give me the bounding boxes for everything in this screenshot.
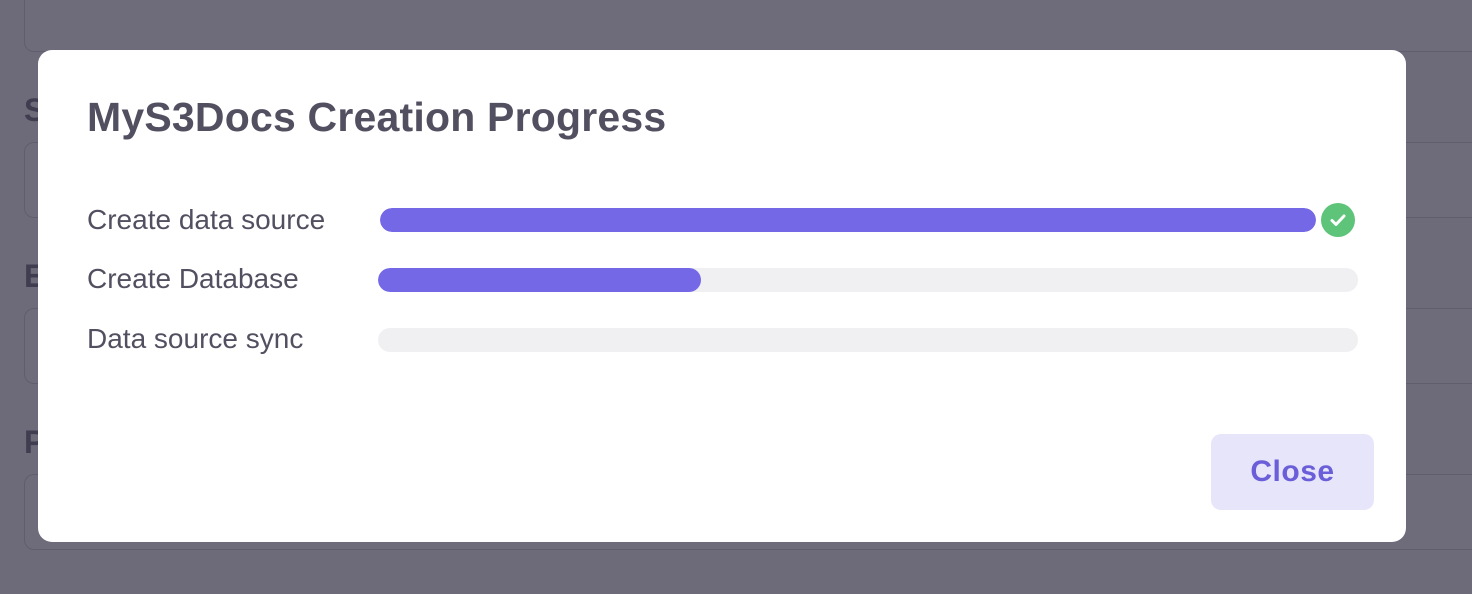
progress-bar-create-data-source <box>380 208 1316 232</box>
modal-title: MyS3Docs Creation Progress <box>87 94 667 140</box>
creation-progress-modal: MyS3Docs Creation Progress Create data s… <box>38 50 1406 542</box>
check-circle-icon <box>1321 203 1355 237</box>
close-button[interactable]: Close <box>1211 434 1374 510</box>
progress-bar-create-database <box>378 268 1358 292</box>
progress-fill <box>380 208 1316 232</box>
step-label-create-data-source: Create data source <box>87 204 326 235</box>
progress-bar-data-source-sync <box>378 328 1358 352</box>
step-label-create-database: Create Database <box>87 263 299 294</box>
progress-fill <box>378 268 702 292</box>
step-label-data-source-sync: Data source sync <box>87 323 304 354</box>
